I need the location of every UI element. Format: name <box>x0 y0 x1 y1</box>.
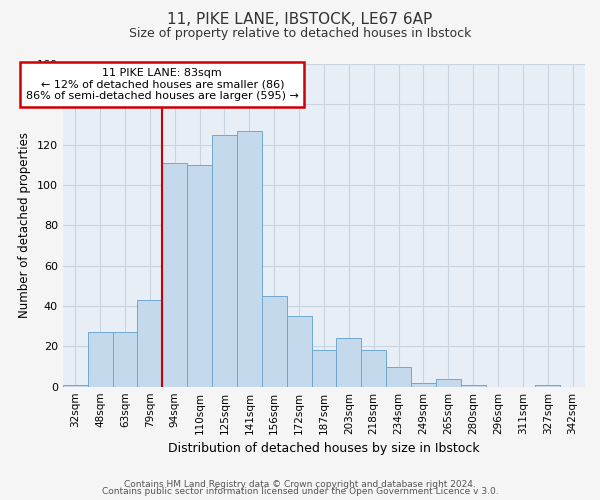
Bar <box>535 384 560 386</box>
Bar <box>311 350 337 386</box>
Bar <box>212 134 237 386</box>
Bar <box>386 366 411 386</box>
Bar <box>361 350 386 386</box>
Bar <box>163 163 187 386</box>
Bar <box>262 296 287 386</box>
Text: 11 PIKE LANE: 83sqm
← 12% of detached houses are smaller (86)
86% of semi-detach: 11 PIKE LANE: 83sqm ← 12% of detached ho… <box>26 68 299 101</box>
X-axis label: Distribution of detached houses by size in Ibstock: Distribution of detached houses by size … <box>168 442 480 455</box>
Bar <box>461 384 485 386</box>
Bar <box>287 316 311 386</box>
Bar <box>436 378 461 386</box>
Bar <box>237 130 262 386</box>
Bar <box>113 332 137 386</box>
Text: Contains HM Land Registry data © Crown copyright and database right 2024.: Contains HM Land Registry data © Crown c… <box>124 480 476 489</box>
Bar <box>137 300 163 386</box>
Y-axis label: Number of detached properties: Number of detached properties <box>19 132 31 318</box>
Bar <box>187 165 212 386</box>
Text: Size of property relative to detached houses in Ibstock: Size of property relative to detached ho… <box>129 28 471 40</box>
Bar <box>88 332 113 386</box>
Text: 11, PIKE LANE, IBSTOCK, LE67 6AP: 11, PIKE LANE, IBSTOCK, LE67 6AP <box>167 12 433 28</box>
Bar <box>337 338 361 386</box>
Bar <box>63 384 88 386</box>
Text: Contains public sector information licensed under the Open Government Licence v : Contains public sector information licen… <box>101 488 499 496</box>
Bar <box>411 382 436 386</box>
